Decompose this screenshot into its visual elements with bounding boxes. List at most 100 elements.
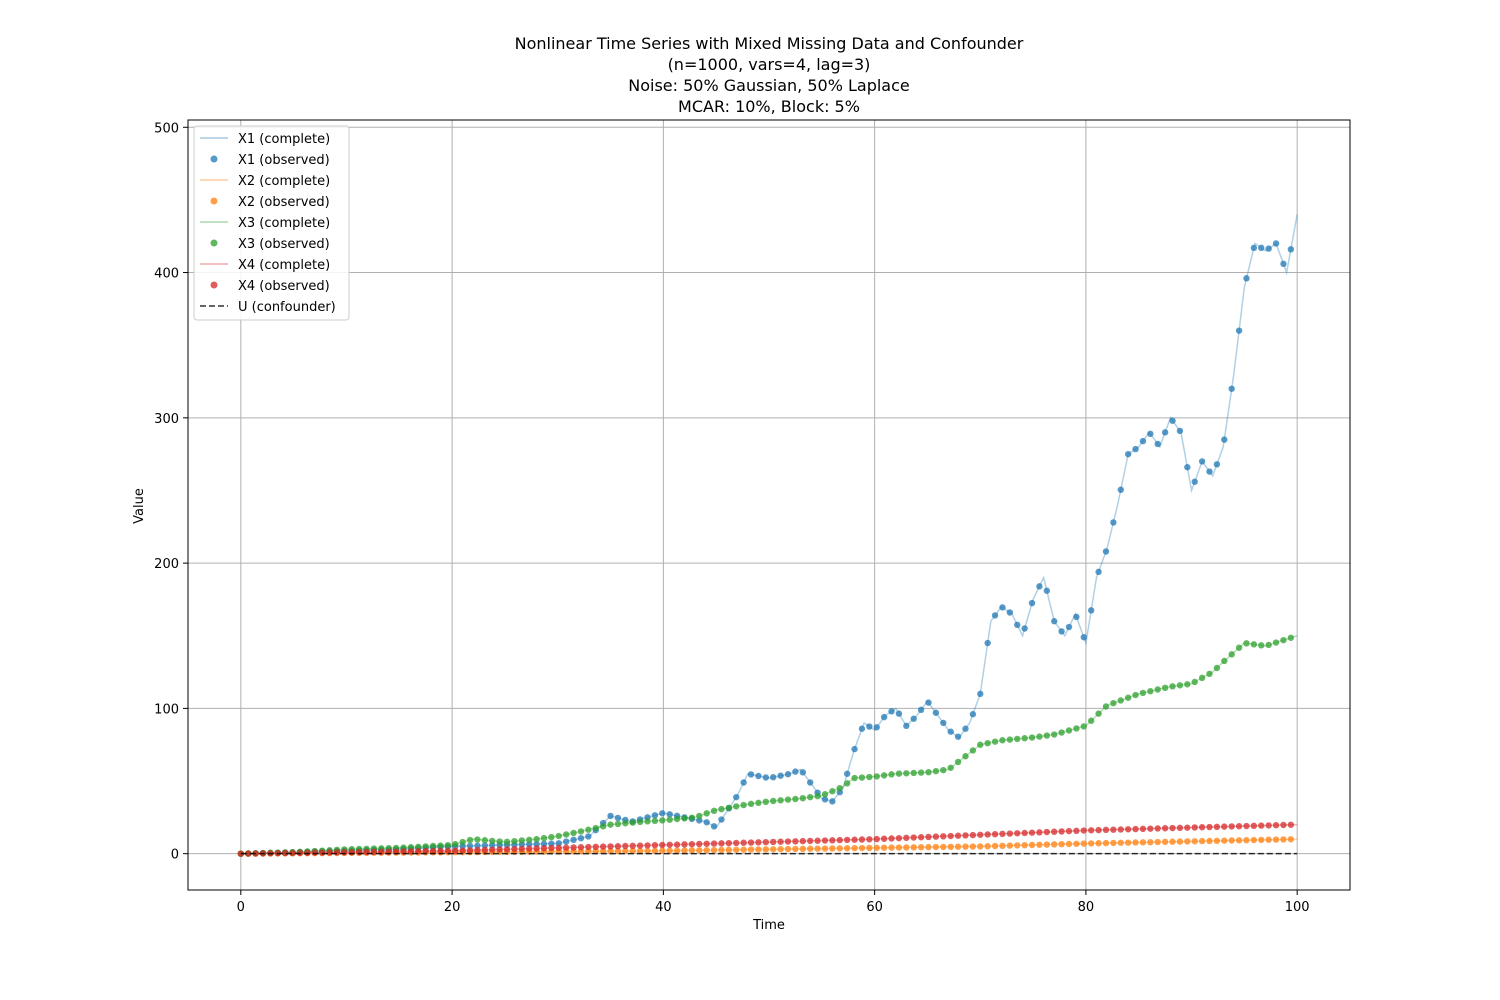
x1-observed-point	[1036, 583, 1043, 590]
x4-observed-point	[245, 850, 252, 857]
x3-observed-point	[1117, 697, 1124, 704]
x3-observed-point	[1228, 651, 1235, 658]
x4-observed-point	[481, 846, 489, 854]
x1-observed-point	[666, 811, 673, 818]
x3-observed-point	[1184, 681, 1191, 688]
x2-observed-point	[799, 845, 807, 853]
x3-observed-point	[821, 791, 829, 798]
x4-observed-point	[1058, 828, 1065, 835]
x3-observed-point	[755, 799, 762, 807]
x4-observed-point	[459, 847, 466, 854]
x1-observed-point	[792, 768, 799, 775]
x4-observed-point	[688, 840, 696, 848]
x4-observed-point	[474, 846, 481, 854]
x4-observed-point	[1087, 827, 1095, 834]
x4-observed-point	[1080, 827, 1087, 834]
x3-observed-point	[999, 737, 1006, 744]
tick-labels: 0 20 40 60 80 100 0 100 200 300 400 500	[154, 121, 1309, 915]
x4-observed-point	[614, 843, 622, 850]
x1-observed-point	[1213, 461, 1221, 468]
x3-observed-point	[474, 836, 481, 843]
x2-observed-point	[977, 843, 984, 850]
x4-observed-point	[770, 838, 777, 846]
x2-observed-point	[762, 846, 770, 853]
x1-observed-point	[977, 690, 984, 698]
x3-observed-point	[1191, 678, 1198, 686]
axes	[183, 119, 1351, 895]
x1-observed-point	[962, 725, 969, 732]
x1-observed-point	[1065, 623, 1073, 631]
x3-observed-point	[740, 801, 747, 809]
x3-observed-point	[607, 821, 614, 828]
x4-observed-point	[489, 846, 496, 853]
x1-observed-point	[1051, 618, 1058, 625]
x3-observed-point	[1176, 682, 1184, 689]
x1-observed-point	[1043, 587, 1051, 594]
x4-observed-point	[1006, 830, 1014, 837]
x4-observed-point	[681, 841, 688, 848]
legend-entry: X4 (complete)	[200, 258, 330, 273]
x4-observed-point	[696, 840, 703, 848]
x3-observed-point	[836, 784, 843, 792]
x2-observed-point	[1006, 842, 1014, 849]
x1-observed-point	[940, 719, 947, 727]
x4-observed-point	[954, 832, 962, 839]
x1-observed-point	[806, 779, 814, 786]
x4-observed-point	[1147, 825, 1154, 832]
x3-observed-point	[954, 758, 962, 766]
x4-observed-point	[755, 839, 762, 846]
x1-observed-point	[1147, 430, 1154, 438]
x4-observed-point	[740, 839, 747, 846]
x2-observed-point	[673, 847, 681, 854]
x2-observed-point	[880, 844, 888, 851]
x3-observed-point	[540, 834, 548, 842]
x2-observed-point	[1176, 838, 1184, 845]
x4-observed-point	[873, 835, 880, 843]
x4-observed-point	[518, 845, 526, 853]
y-tick-label: 500	[154, 121, 179, 136]
legend-entry: X2 (complete)	[200, 174, 330, 189]
x2-observed-point	[895, 844, 903, 851]
legend-entry: X3 (observed)	[210, 237, 330, 252]
x-tick-label: 0	[237, 900, 245, 915]
x4-observed-point	[466, 847, 474, 854]
x1-observed-point	[999, 604, 1006, 611]
x4-observed-point	[1191, 824, 1198, 831]
x2-observed-point	[851, 844, 858, 852]
x-tick-label: 100	[1285, 900, 1310, 915]
x2-observed-point	[1124, 839, 1132, 846]
x3-observed-point	[577, 828, 585, 835]
x2-observed-point	[999, 842, 1006, 850]
x2-observed-point	[784, 845, 792, 853]
x2-observed-point	[1250, 836, 1258, 844]
x4-observed-point	[311, 849, 318, 856]
x1-observed-point	[1161, 429, 1169, 436]
x3-observed-point	[636, 818, 644, 826]
x3-observed-point	[481, 837, 489, 844]
x4-observed-point	[437, 847, 444, 855]
x4-observed-point	[725, 839, 733, 847]
x1-observed-point	[1006, 609, 1014, 616]
x2-observed-point	[814, 845, 821, 852]
x4-observed-point	[651, 841, 659, 849]
x3-observed-point	[1154, 686, 1161, 693]
x3-observed-point	[932, 767, 940, 775]
x4-observed-point	[666, 841, 673, 848]
x1-observed-point	[733, 793, 740, 801]
x2-observed-point	[1014, 842, 1021, 849]
x3-observed-point	[592, 824, 599, 832]
x1-observed-point	[577, 834, 585, 842]
x2-observed-point	[1221, 837, 1228, 844]
x2-observed-point	[866, 844, 873, 852]
x3-observed-point	[947, 764, 954, 771]
x2-observed-point	[1132, 839, 1139, 846]
x1-observed-point	[740, 779, 747, 786]
plot-series	[237, 214, 1298, 857]
x4-observed-point	[1117, 826, 1124, 833]
x3-observed-point	[1036, 733, 1043, 740]
x4-observed-point	[1176, 824, 1184, 832]
x4-observed-point	[555, 844, 562, 852]
x3-observed-point	[1221, 657, 1228, 665]
x2-observed-point	[888, 844, 895, 851]
x3-observed-point	[444, 841, 452, 849]
